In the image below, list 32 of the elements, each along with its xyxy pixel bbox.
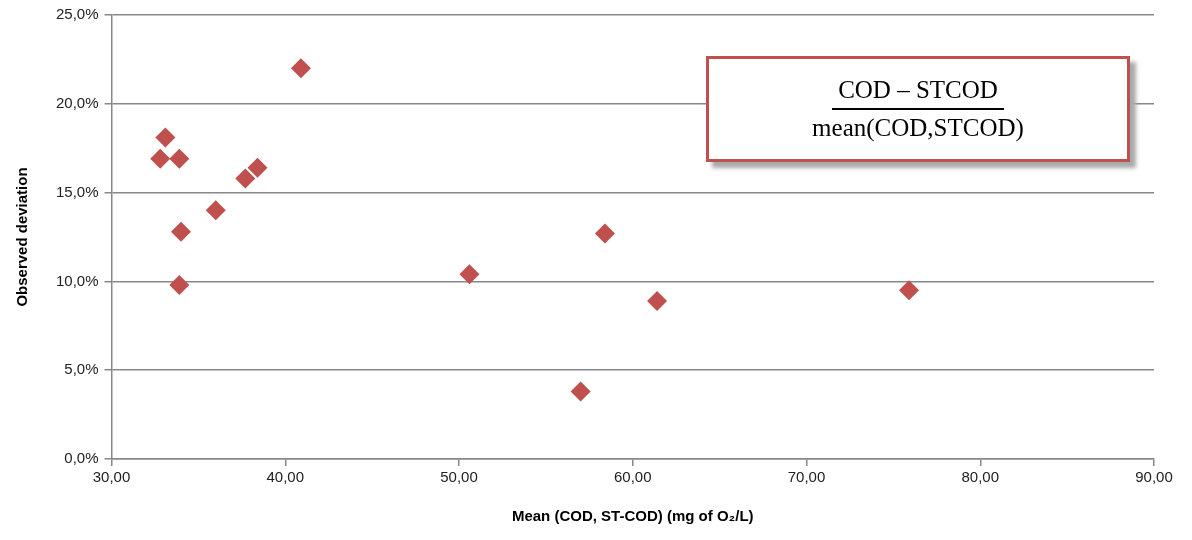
annotation: mean(COD,STCOD)	[812, 113, 1024, 142]
x-tick-label: 70,00	[787, 468, 826, 486]
x-tick-label: 30,00	[92, 468, 131, 486]
x-tick-label: 50,00	[440, 468, 478, 486]
point	[235, 168, 256, 189]
point	[169, 274, 190, 295]
annotation: COD – STCOD	[832, 76, 1004, 110]
point	[459, 264, 480, 285]
x-tick-label: 80,00	[961, 468, 1000, 486]
y-tick-label: 5,0%	[64, 360, 99, 378]
formula-box: COD – STCOD mean(COD,STCOD)	[706, 56, 1130, 162]
x-tick-label: 60,00	[613, 468, 652, 486]
point	[171, 221, 192, 242]
x-tick-label: 40,00	[266, 468, 305, 486]
point	[594, 223, 615, 244]
point	[155, 127, 176, 148]
point	[247, 157, 268, 178]
y-tick-label: 25,0%	[55, 5, 99, 23]
y-axis-title: Observed deviation	[13, 167, 31, 307]
x-axis-title: Mean (COD, ST-COD) (mg of O₂/L)	[511, 507, 754, 525]
y-tick-label: 10,0%	[55, 271, 99, 289]
y-tick-label: 0,0%	[64, 449, 99, 467]
point	[169, 148, 190, 169]
point	[647, 290, 668, 311]
point	[899, 280, 920, 301]
x-tick-label: 90,00	[1135, 468, 1173, 486]
point	[290, 58, 311, 79]
y-tick-label: 15,0%	[55, 182, 99, 200]
point	[150, 148, 171, 169]
y-tick-label: 20,0%	[55, 93, 99, 111]
point	[570, 381, 591, 402]
point	[205, 200, 226, 221]
